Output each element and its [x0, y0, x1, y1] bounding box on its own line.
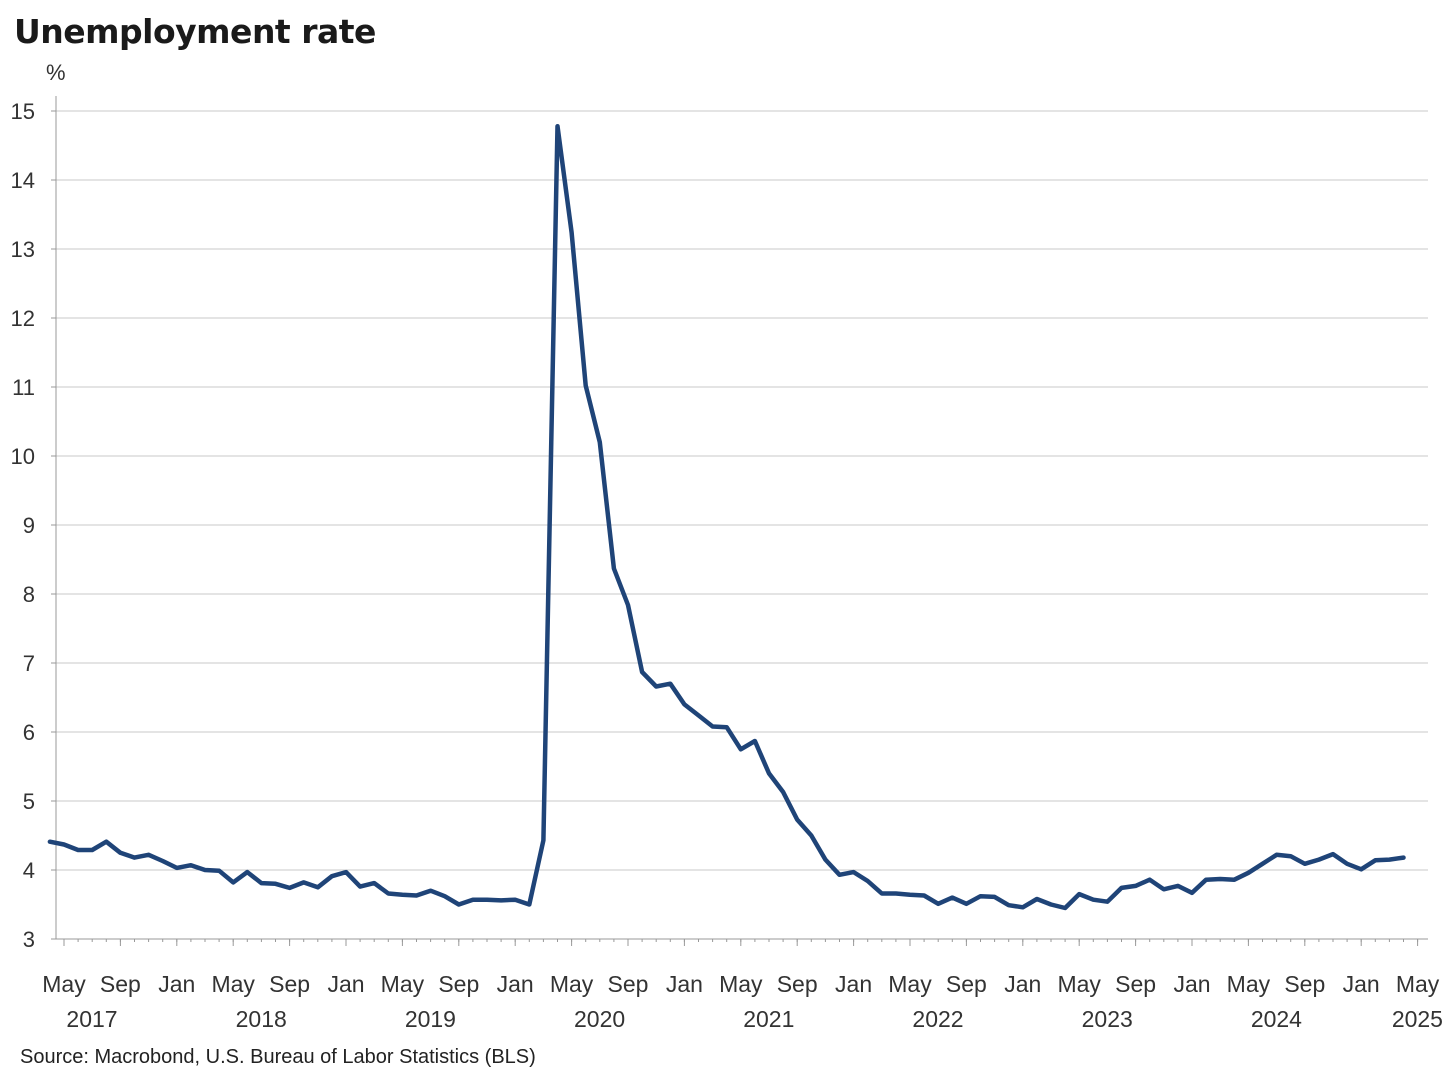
- x-tick-label-2020-09: Sep: [608, 971, 649, 997]
- y-tick-label-3: 3: [23, 927, 35, 952]
- y-tick-label-14: 14: [11, 168, 35, 193]
- x-tick-label-2018-01: Jan: [158, 971, 195, 997]
- x-tick-label-2023-01: Jan: [1004, 971, 1041, 997]
- y-tick-label-9: 9: [23, 513, 35, 538]
- x-tick-label-2022-01: Jan: [835, 971, 872, 997]
- x-tick-label-2023-05: May: [1057, 971, 1101, 997]
- x-tick-label-2021-05: May: [719, 971, 763, 997]
- y-tick-label-5: 5: [23, 789, 35, 814]
- x-tick-label-2017-05: May: [42, 971, 86, 997]
- x-tick-label-2019-05: May: [381, 971, 425, 997]
- x-axis: May Sep Jan May Sep Jan May Sep Jan May Sep Jan May S…: [42, 939, 1443, 1032]
- y-tick-label-4: 4: [23, 858, 35, 883]
- x-year-label-2024: 2024: [1251, 1006, 1302, 1032]
- x-tick-label-2024-05: May: [1227, 971, 1271, 997]
- y-tick-label-15: 15: [11, 99, 35, 124]
- y-tick-label-13: 13: [11, 237, 35, 262]
- x-tick-label-2021-01: Jan: [666, 971, 703, 997]
- y-tick-label-6: 6: [23, 720, 35, 745]
- x-tick-label-2022-05: May: [888, 971, 932, 997]
- x-year-label-2019: 2019: [405, 1006, 456, 1032]
- x-tick-label-2017-09: Sep: [100, 971, 141, 997]
- x-tick-label-2018-05: May: [211, 971, 255, 997]
- y-tick-label-7: 7: [23, 651, 35, 676]
- series-layer: [47, 123, 1406, 911]
- x-year-label-2020: 2020: [574, 1006, 625, 1032]
- x-tick-label-2025-01: Jan: [1343, 971, 1380, 997]
- x-year-label-2023: 2023: [1082, 1006, 1133, 1032]
- x-year-label-2022: 2022: [912, 1006, 963, 1032]
- x-tick-label-2025-05: May: [1396, 971, 1440, 997]
- y-tick-label-11: 11: [12, 375, 35, 400]
- x-tick-label-2023-09: Sep: [1115, 971, 1156, 997]
- x-tick-label-2021-09: Sep: [777, 971, 818, 997]
- x-year-label-2021: 2021: [743, 1006, 794, 1032]
- x-tick-label-2024-09: Sep: [1284, 971, 1325, 997]
- gridlines: [56, 110, 1428, 940]
- x-tick-label-2018-09: Sep: [269, 971, 310, 997]
- x-year-label-2018: 2018: [236, 1006, 287, 1032]
- x-year-label-2017: 2017: [66, 1006, 117, 1032]
- x-tick-label-2022-09: Sep: [946, 971, 987, 997]
- source-note: Source: Macrobond, U.S. Bureau of Labor …: [20, 1046, 536, 1068]
- y-tick-label-8: 8: [23, 582, 35, 607]
- series-line-0: [47, 123, 1406, 911]
- x-year-label-2025: 2025: [1392, 1006, 1443, 1032]
- y-tick-label-12: 12: [11, 306, 35, 331]
- x-tick-label-2024-01: Jan: [1173, 971, 1210, 997]
- x-tick-label-2020-05: May: [550, 971, 594, 997]
- x-tick-label-2019-01: Jan: [327, 971, 364, 997]
- y-axis-unit-label: %: [46, 60, 66, 85]
- y-tick-label-10: 10: [11, 444, 35, 469]
- x-tick-label-2020-01: Jan: [497, 971, 534, 997]
- x-tick-label-2019-09: Sep: [438, 971, 479, 997]
- y-axis-ticks: 3 4 5 6 7 8 9 10 11 12 13 14 15: [11, 96, 57, 952]
- chart-title: Unemployment rate: [14, 12, 376, 51]
